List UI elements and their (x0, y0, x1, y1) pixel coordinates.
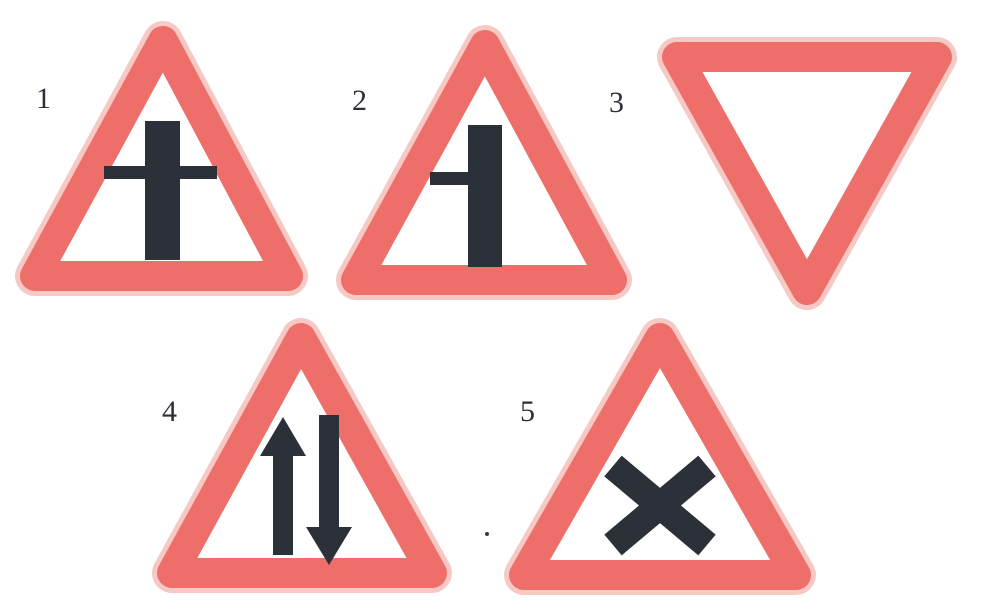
sign-3-number: 3 (609, 86, 624, 119)
main-road-bar (468, 125, 502, 267)
side-road-bar (430, 172, 470, 185)
sign-5-crossroads-icon (504, 318, 816, 595)
sign-4-two-way-traffic-icon (152, 318, 452, 593)
secondary-road-bar (104, 166, 217, 179)
sign-1-number: 1 (36, 82, 51, 115)
main-road-bar (145, 121, 180, 260)
up-arrow (260, 417, 306, 555)
cross-stroke-b (604, 455, 716, 556)
sign-4-number: 4 (162, 395, 177, 428)
down-arrow (306, 415, 352, 565)
sign-2-side-road-left-icon (336, 25, 632, 300)
sign-3-give-way-icon (657, 37, 957, 310)
sign-2-number: 2 (352, 84, 367, 117)
sign-5-number: 5 (520, 395, 535, 428)
sign-1-crossroad-secondary-road-icon (15, 21, 308, 296)
speck (485, 532, 489, 536)
